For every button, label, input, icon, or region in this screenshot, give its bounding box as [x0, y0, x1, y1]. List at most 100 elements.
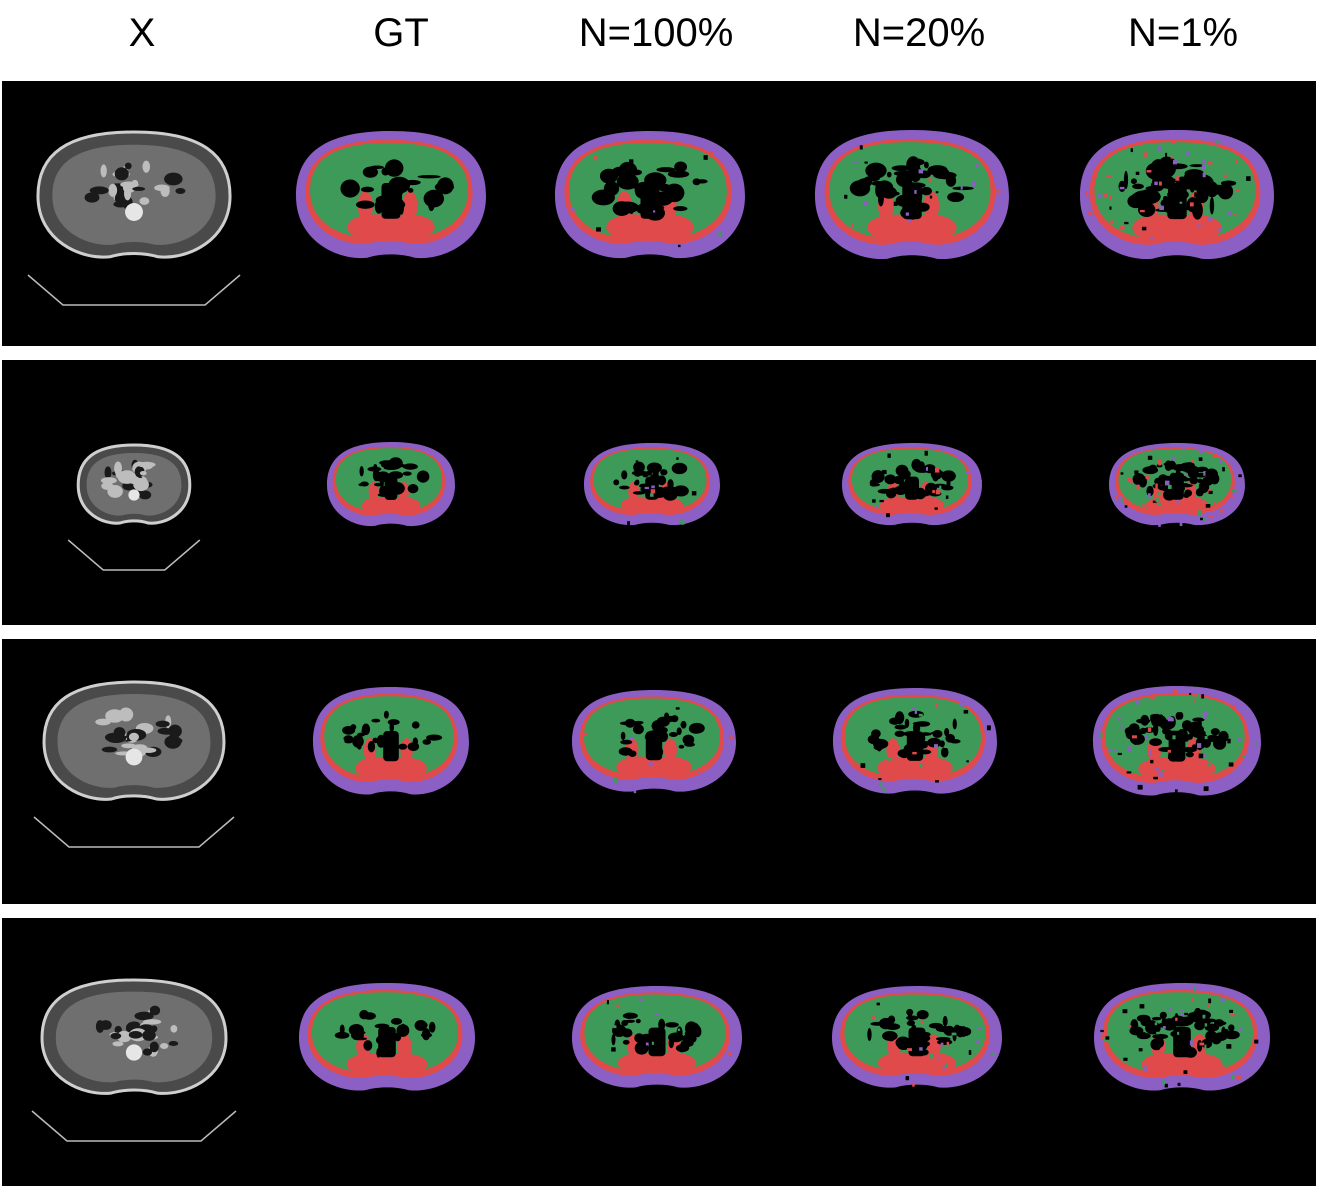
prediction-speckle	[1178, 1075, 1181, 1080]
prediction-speckle	[963, 709, 969, 714]
prediction-speckle	[1175, 176, 1180, 181]
prediction-speckle	[1233, 213, 1237, 216]
prediction-speckle	[1231, 704, 1236, 709]
bowel-void	[633, 461, 645, 473]
psoas-right	[923, 191, 940, 221]
prediction-speckle	[1158, 491, 1161, 495]
prediction-speckle	[887, 453, 891, 458]
prediction-speckle	[1128, 746, 1131, 752]
bowel-void	[656, 167, 676, 173]
prediction-speckle	[1119, 186, 1125, 190]
bowel-void	[947, 192, 965, 203]
bowel-void	[1204, 1023, 1220, 1032]
bowel-void	[918, 1049, 929, 1056]
prediction-speckle	[1198, 222, 1201, 228]
segmentation-mask	[572, 986, 742, 1088]
prediction-speckle	[677, 1028, 681, 1031]
column-label-gt: GT	[373, 11, 429, 55]
bowel-void	[340, 179, 360, 198]
back-muscle-right	[383, 757, 427, 780]
ct-bowel-loop	[100, 477, 117, 484]
prediction-speckle	[1208, 515, 1213, 519]
bowel-void	[668, 1037, 674, 1049]
bowel-void	[407, 188, 414, 193]
prediction-speckle	[1203, 714, 1207, 720]
prediction-speckle	[675, 707, 680, 710]
segmentation-mask	[572, 690, 736, 794]
bowel-void	[1189, 164, 1205, 168]
prediction-speckle	[1230, 483, 1234, 487]
prediction-speckle	[1198, 457, 1203, 461]
bowel-void	[437, 177, 454, 195]
bowel-void	[689, 722, 705, 734]
bowel-void	[599, 168, 618, 184]
ct-bowel-loop	[89, 186, 109, 195]
bowel-void	[353, 1037, 368, 1041]
prediction-speckle	[935, 489, 941, 495]
prediction-speckle	[912, 751, 917, 755]
bowel-void	[923, 161, 929, 169]
prediction-speckle	[1117, 716, 1121, 721]
bowel-void	[946, 479, 951, 488]
prediction-speckle	[1224, 155, 1229, 161]
prediction-speckle	[1177, 1031, 1180, 1035]
prediction-speckle	[876, 1002, 880, 1006]
prediction-speckle	[1255, 742, 1258, 746]
bowel-void	[664, 712, 670, 720]
prediction-speckle	[1158, 772, 1163, 777]
ct-vertebra	[125, 748, 143, 766]
prediction-speckle	[1147, 455, 1153, 460]
prediction-speckle	[1180, 1009, 1183, 1012]
prediction-speckle	[1242, 755, 1246, 758]
prediction-speckle	[1208, 490, 1213, 495]
column-label-x: X	[128, 11, 156, 55]
prediction-speckle	[1174, 789, 1178, 794]
bowel-void	[928, 1022, 943, 1029]
prediction-speckle	[697, 771, 701, 774]
psoas-right	[402, 191, 418, 221]
ct-bowel-loop	[134, 1011, 154, 1021]
prediction-speckle	[1145, 474, 1150, 479]
ct-bowel-loop	[124, 162, 132, 170]
prediction-speckle	[1171, 457, 1176, 461]
ct-bowel-loop	[170, 1025, 178, 1033]
ct-bowel-loop	[139, 470, 147, 476]
prediction-speckle	[1088, 211, 1093, 216]
bowel-void	[1163, 462, 1177, 467]
bowel-void	[911, 190, 923, 204]
prediction-speckle	[928, 178, 932, 183]
prediction-speckle	[650, 493, 654, 497]
bowel-void	[1172, 189, 1189, 200]
bowel-void	[1162, 185, 1179, 189]
prediction-speckle	[1169, 1007, 1172, 1012]
prediction-speckle	[1241, 1008, 1246, 1012]
prediction-speckle	[637, 517, 641, 522]
prediction-speckle	[918, 169, 924, 174]
prediction-speckle	[1184, 1012, 1188, 1016]
bowel-void	[941, 746, 949, 758]
ct-bowel-loop	[95, 718, 111, 726]
prediction-speckle	[1171, 717, 1174, 722]
prediction-speckle	[1203, 753, 1206, 759]
prediction-speckle	[655, 475, 660, 481]
prediction-speckle	[1164, 1083, 1168, 1088]
prediction-speckle	[886, 513, 890, 518]
ct-bowel-loop	[149, 1005, 161, 1016]
prediction-speckle	[1249, 1007, 1253, 1012]
bowel-void	[916, 750, 928, 755]
prediction-speckle	[1202, 711, 1208, 715]
ct-bowel-loop	[116, 1030, 132, 1043]
prediction-speckle	[878, 782, 882, 787]
bowel-void	[644, 172, 667, 189]
bowel-void	[676, 1026, 683, 1040]
prediction-speckle	[1226, 1044, 1232, 1049]
bowel-void	[634, 1041, 649, 1055]
bowel-void	[952, 718, 957, 730]
ct-bowel-loop	[142, 1019, 162, 1025]
prediction-speckle	[1085, 191, 1089, 196]
bowel-void	[1136, 1014, 1151, 1023]
bowel-void	[622, 1012, 638, 1019]
prediction-speckle	[1176, 1029, 1181, 1032]
prediction-speckle	[1202, 516, 1206, 522]
prediction-speckle	[616, 1004, 620, 1008]
